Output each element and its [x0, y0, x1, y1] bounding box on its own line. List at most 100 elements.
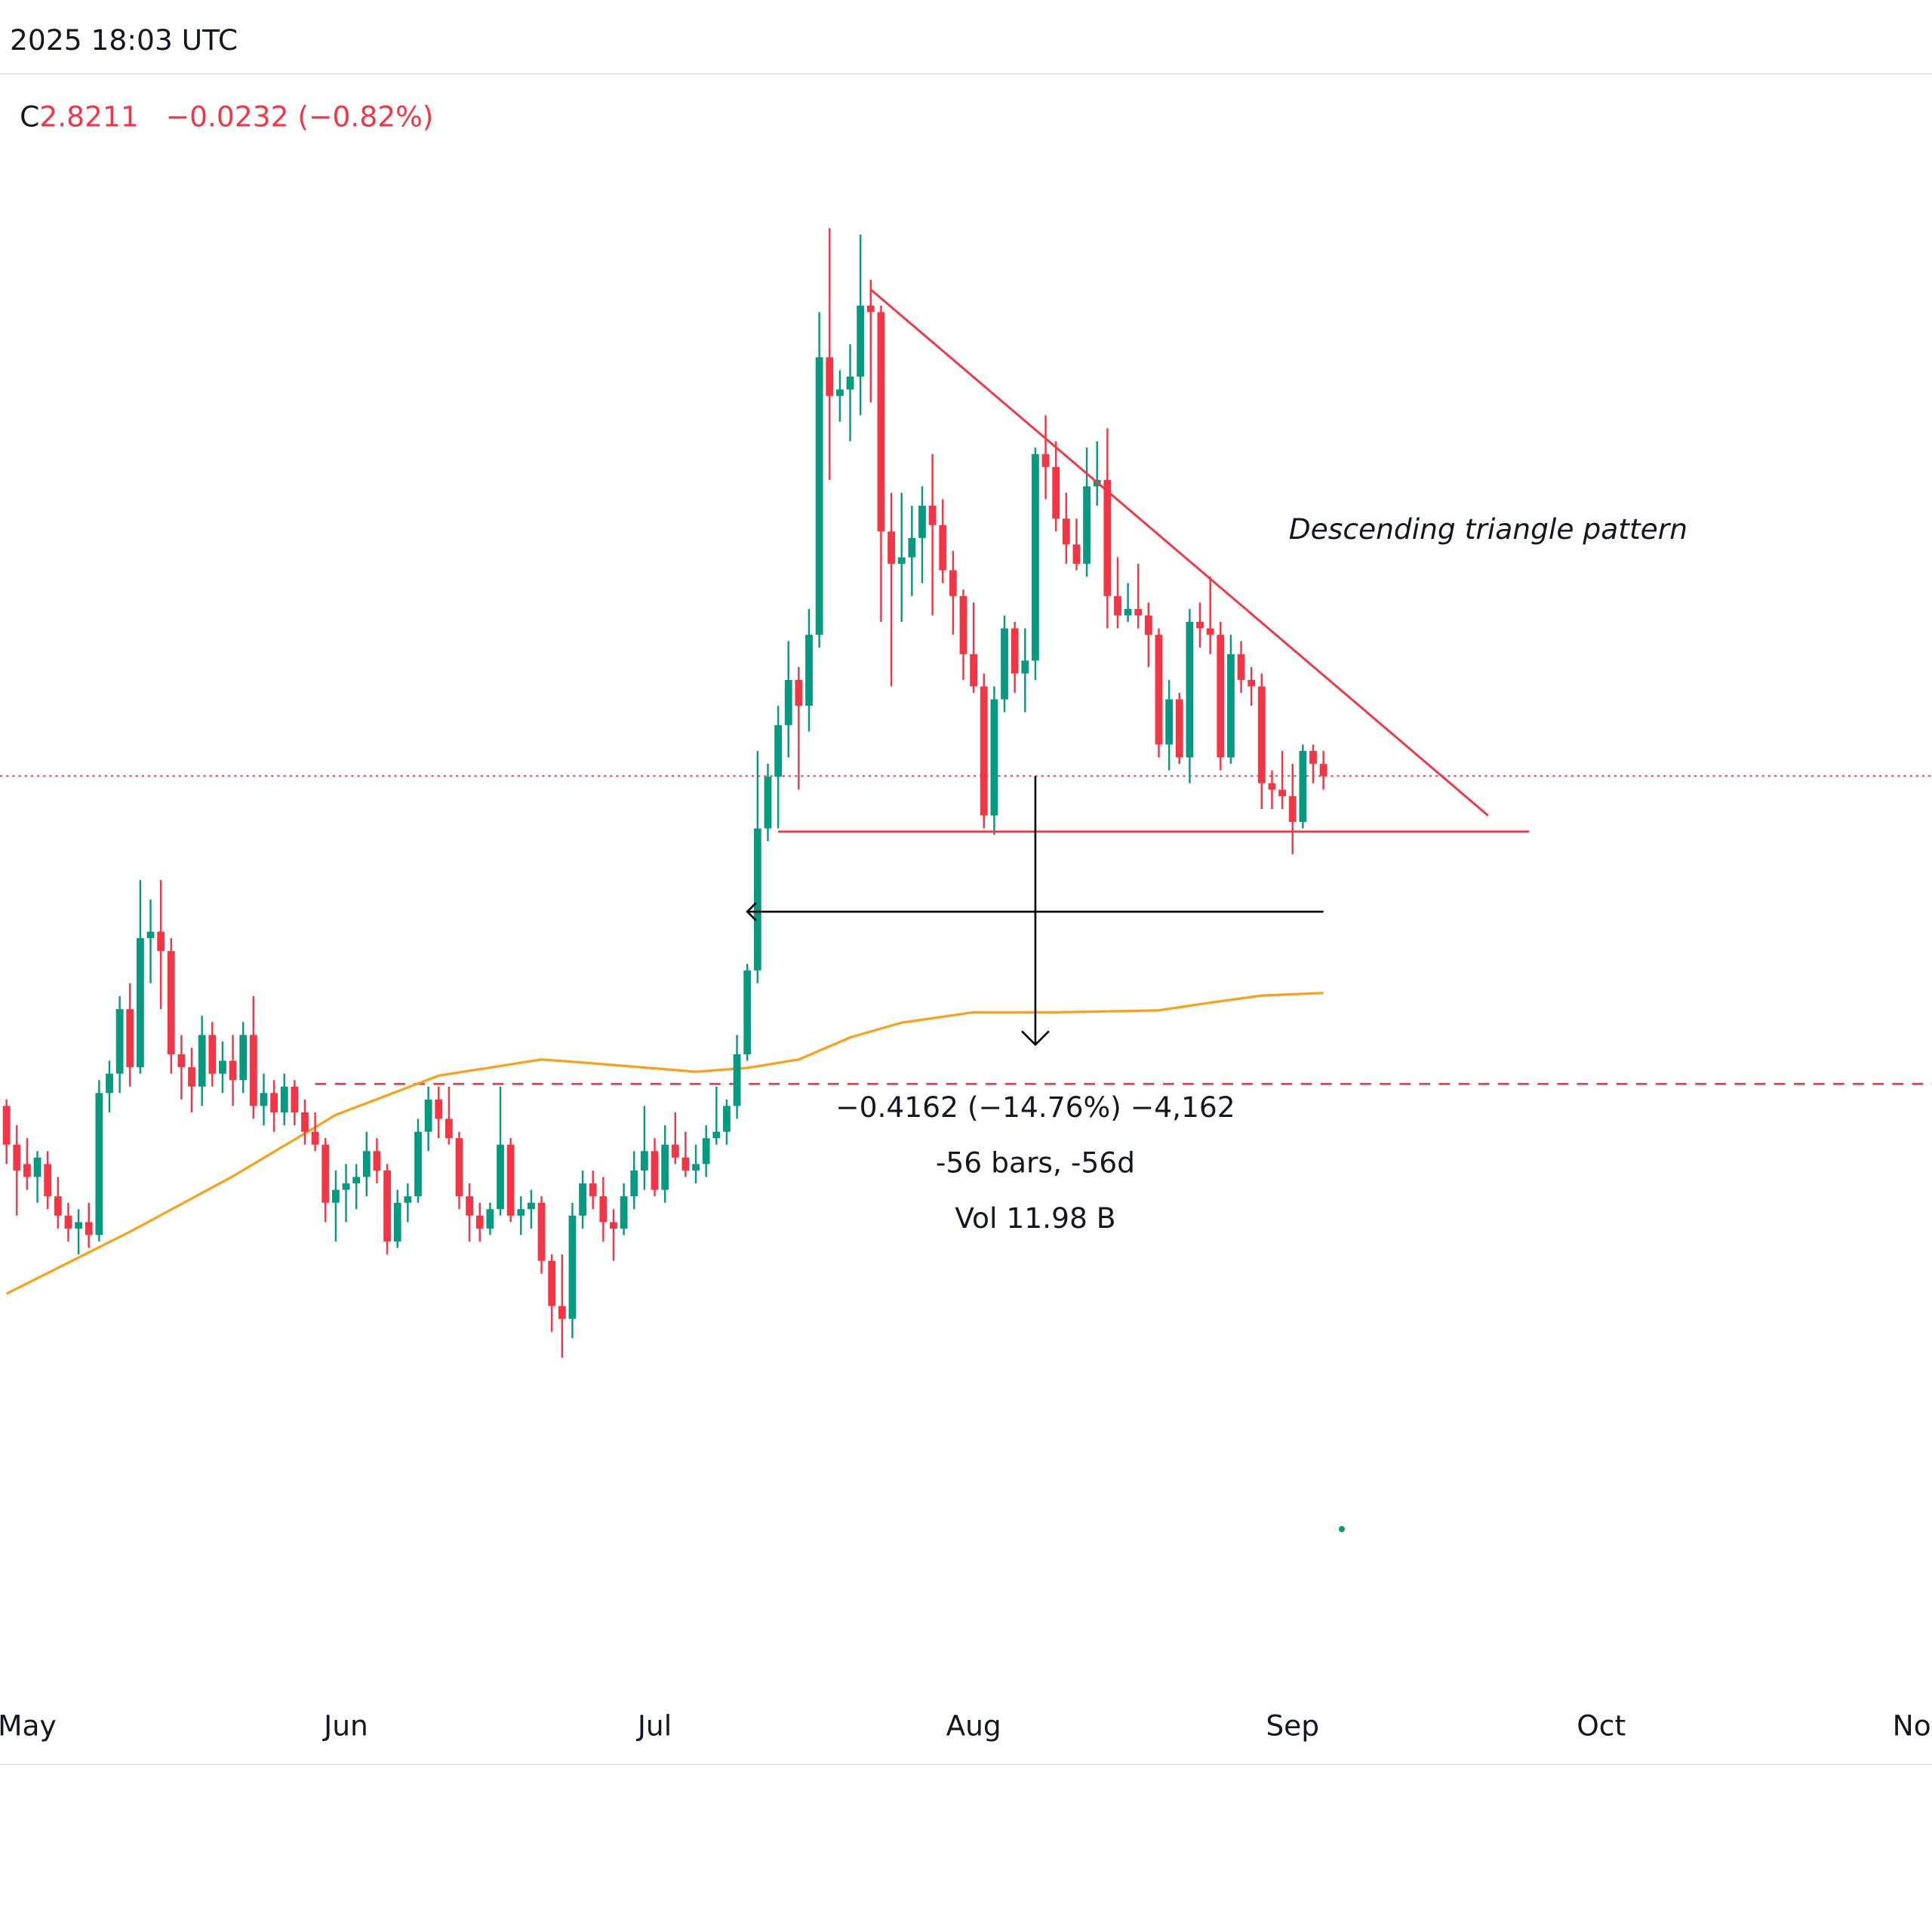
candle-body [877, 312, 885, 532]
candle-body [466, 1196, 474, 1216]
x-tick-label: May [0, 1709, 57, 1742]
candle-body [826, 357, 834, 396]
candle-body [1196, 622, 1204, 629]
candle-body [126, 1009, 134, 1068]
candle-body [1288, 795, 1297, 823]
candle-body [620, 1196, 628, 1229]
candle-body [75, 1222, 82, 1229]
x-tick-label: Jul [636, 1709, 672, 1742]
measure-label: -56 bars, -56d [936, 1146, 1135, 1179]
candle-body [970, 654, 978, 687]
x-tick-label: Aug [946, 1709, 1001, 1742]
candle-body [506, 1144, 515, 1216]
candle-body [455, 1138, 463, 1197]
candle-body [846, 377, 854, 390]
measure-label: Vol 11.98 B [955, 1201, 1115, 1235]
candle-body [1062, 518, 1070, 545]
candle-body [743, 970, 752, 1055]
measure-left-head [746, 902, 757, 921]
candle-body [1278, 789, 1286, 796]
candle-body [280, 1086, 288, 1112]
candle-body [537, 1202, 546, 1261]
pattern-label: Descending triangle pattern [1289, 512, 1687, 546]
candle-body [764, 777, 772, 829]
candle-body [342, 1183, 350, 1190]
candle-body [301, 1112, 309, 1132]
candle-body [1175, 699, 1183, 758]
candle-body [723, 1106, 731, 1132]
moving-average [5, 992, 1324, 1295]
candle-body [805, 635, 813, 706]
candle-body [249, 1035, 257, 1106]
candle-body [949, 570, 957, 596]
candle-body [106, 1073, 113, 1094]
candle-body [424, 1099, 432, 1132]
candle-body [33, 1157, 42, 1177]
candle-body [1165, 699, 1174, 745]
candle-body [692, 1164, 700, 1171]
candle-body [1186, 622, 1194, 758]
candle-body [95, 1093, 103, 1235]
candle-body [558, 1306, 566, 1319]
candle-body [815, 357, 823, 635]
x-tick-label: Oct [1577, 1709, 1626, 1742]
candle-body [1001, 628, 1008, 700]
candle-body [897, 557, 906, 565]
candle-body [54, 1196, 62, 1216]
candle-body [1072, 544, 1081, 565]
candle-body [980, 686, 988, 816]
candle-body [1114, 595, 1121, 616]
candle-body [568, 1215, 577, 1319]
candle-body [908, 537, 916, 558]
candle-body [990, 699, 998, 816]
marker-dot [1338, 1526, 1346, 1533]
candle-body [177, 1054, 186, 1068]
legend-close: 2.8211 [39, 100, 138, 133]
candle-body [1041, 454, 1050, 467]
candle-body [64, 1215, 72, 1229]
measure-label: −0.4162 (−14.76%) −4,162 [835, 1091, 1235, 1124]
candle-body [630, 1170, 638, 1197]
candle-body [610, 1222, 617, 1229]
candle-body [1083, 486, 1091, 565]
candle-body [291, 1086, 299, 1112]
trend-line [869, 288, 1489, 817]
candle-body [774, 724, 783, 777]
candle-body [661, 1144, 669, 1190]
candle-body [928, 506, 937, 525]
candle-body [866, 305, 875, 312]
candle-body [939, 525, 947, 571]
candle-body [651, 1151, 659, 1190]
candle-body [85, 1222, 93, 1235]
candle-body [208, 1035, 217, 1074]
candle-body [599, 1196, 608, 1223]
candle-body [373, 1151, 381, 1171]
candle-body [671, 1144, 679, 1158]
candle-body [352, 1177, 361, 1184]
candle-body [1309, 751, 1317, 764]
candle-body [404, 1196, 412, 1203]
legend-prefix: C [20, 100, 39, 133]
candle-body [1011, 628, 1019, 674]
header-time: 2025 18:03 UTC [10, 23, 238, 57]
candle-body [115, 1009, 124, 1074]
candle-body [712, 1131, 721, 1139]
candle-body [321, 1144, 330, 1203]
candle-body [1021, 660, 1029, 674]
candle-body [1144, 615, 1152, 635]
candle-body [1103, 479, 1112, 596]
x-tick-label: Nov [1893, 1709, 1932, 1742]
candle-body [2, 1106, 11, 1145]
candle-body [1217, 635, 1225, 758]
candle-body [1299, 751, 1307, 823]
candle-body [1237, 654, 1245, 680]
candle-body [167, 951, 175, 1055]
candle-body [579, 1183, 586, 1216]
candle-body [13, 1144, 21, 1171]
x-tick-label: Jun [322, 1709, 368, 1742]
candle-body [362, 1151, 371, 1177]
candle-body [702, 1138, 710, 1164]
candle-body [219, 1060, 226, 1074]
legend-change: −0.0232 (−0.82%) [166, 100, 434, 133]
